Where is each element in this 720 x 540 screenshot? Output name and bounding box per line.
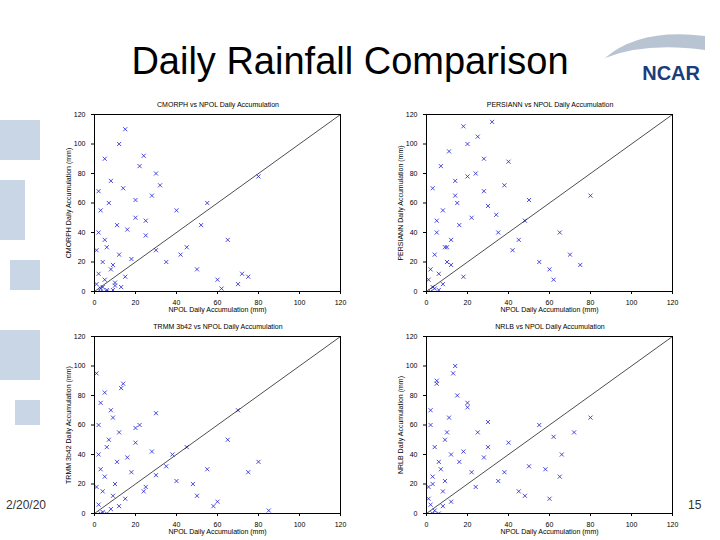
svg-text:0: 0 [425, 299, 429, 306]
svg-text:100: 100 [294, 299, 306, 306]
svg-text:0: 0 [425, 521, 429, 528]
svg-text:NCAR: NCAR [642, 62, 700, 84]
svg-text:40: 40 [504, 521, 513, 529]
svg-text:0: 0 [414, 288, 418, 295]
svg-text:120: 120 [406, 333, 418, 340]
svg-text:40: 40 [78, 229, 86, 236]
svg-text:100: 100 [294, 521, 306, 528]
svg-text:NRLB Daily Accumulation (mm): NRLB Daily Accumulation (mm) [397, 376, 405, 474]
svg-text:40: 40 [504, 299, 513, 307]
svg-text:40: 40 [410, 229, 418, 236]
svg-text:NPOL Daily Accumulation (mm): NPOL Daily Accumulation (mm) [168, 306, 266, 314]
svg-text:NPOL Daily Accumulation (mm): NPOL Daily Accumulation (mm) [500, 528, 598, 536]
svg-text:20: 20 [132, 299, 140, 306]
svg-text:40: 40 [172, 299, 181, 307]
svg-text:0: 0 [82, 288, 86, 295]
svg-text:20: 20 [78, 480, 86, 487]
svg-text:PERSIANN Daily Accumulation (m: PERSIANN Daily Accumulation (mm) [397, 145, 405, 260]
svg-text:60: 60 [545, 299, 554, 307]
svg-text:NPOL Daily Accumulation (mm): NPOL Daily Accumulation (mm) [168, 528, 266, 536]
svg-text:CMORPH Daily Accumulation (mm): CMORPH Daily Accumulation (mm) [65, 148, 73, 258]
svg-text:80: 80 [78, 392, 86, 399]
svg-text:60: 60 [410, 199, 418, 206]
svg-text:120: 120 [335, 299, 347, 306]
svg-text:80: 80 [410, 170, 418, 177]
svg-text:20: 20 [410, 258, 418, 265]
svg-text:0: 0 [93, 521, 97, 528]
svg-text:120: 120 [667, 521, 679, 528]
svg-text:80: 80 [78, 170, 86, 177]
svg-text:80: 80 [586, 521, 595, 529]
svg-text:100: 100 [74, 140, 86, 147]
svg-text:100: 100 [626, 299, 638, 306]
svg-text:0: 0 [93, 299, 97, 306]
svg-text:80: 80 [254, 521, 263, 529]
svg-text:120: 120 [667, 299, 679, 306]
svg-text:NPOL Daily Accumulation (mm): NPOL Daily Accumulation (mm) [500, 306, 598, 314]
svg-text:40: 40 [172, 521, 181, 529]
svg-text:80: 80 [410, 392, 418, 399]
svg-text:20: 20 [464, 299, 472, 306]
svg-text:40: 40 [410, 451, 418, 458]
svg-text:0: 0 [414, 510, 418, 517]
svg-text:TRMM 3b42 Daily Accumulation (: TRMM 3b42 Daily Accumulation (mm) [65, 366, 73, 484]
html-text:CMORPH vs NPOL Daily Accumulat: CMORPH vs NPOL Daily Accumulation [157, 101, 279, 108]
svg-text:60: 60 [410, 421, 418, 428]
svg-text:60: 60 [213, 299, 222, 307]
svg-text:20: 20 [410, 480, 418, 487]
svg-text:100: 100 [406, 362, 418, 369]
svg-text:120: 120 [335, 521, 347, 528]
html-text:Daily Rainfall Comparison: Daily Rainfall Comparison [131, 40, 569, 82]
svg-text:60: 60 [78, 421, 86, 428]
svg-text:20: 20 [78, 258, 86, 265]
html-text:2/20/20: 2/20/20 [6, 498, 46, 512]
svg-text:120: 120 [74, 333, 86, 340]
svg-text:120: 120 [406, 111, 418, 118]
svg-text:100: 100 [406, 140, 418, 147]
html-text:TRMM 3b42 vs NPOL Daily Accumu: TRMM 3b42 vs NPOL Daily Accumulation [153, 323, 283, 330]
svg-text:80: 80 [254, 299, 263, 307]
svg-text:20: 20 [132, 521, 140, 528]
svg-text:20: 20 [464, 521, 472, 528]
svg-text:120: 120 [74, 111, 86, 118]
svg-text:60: 60 [78, 199, 86, 206]
svg-text:100: 100 [74, 362, 86, 369]
svg-text:60: 60 [213, 521, 222, 529]
svg-text:40: 40 [78, 451, 86, 458]
svg-text:80: 80 [586, 299, 595, 307]
svg-text:60: 60 [545, 521, 554, 529]
html-text:NRLB vs NPOL Daily Accumulatio: NRLB vs NPOL Daily Accumulation [495, 323, 605, 330]
html-text:PERSIANN vs NPOL Daily Accumul: PERSIANN vs NPOL Daily Accumulation [486, 101, 614, 108]
svg-text:100: 100 [626, 521, 638, 528]
html-text:15: 15 [688, 498, 702, 512]
svg-text:0: 0 [82, 510, 86, 517]
